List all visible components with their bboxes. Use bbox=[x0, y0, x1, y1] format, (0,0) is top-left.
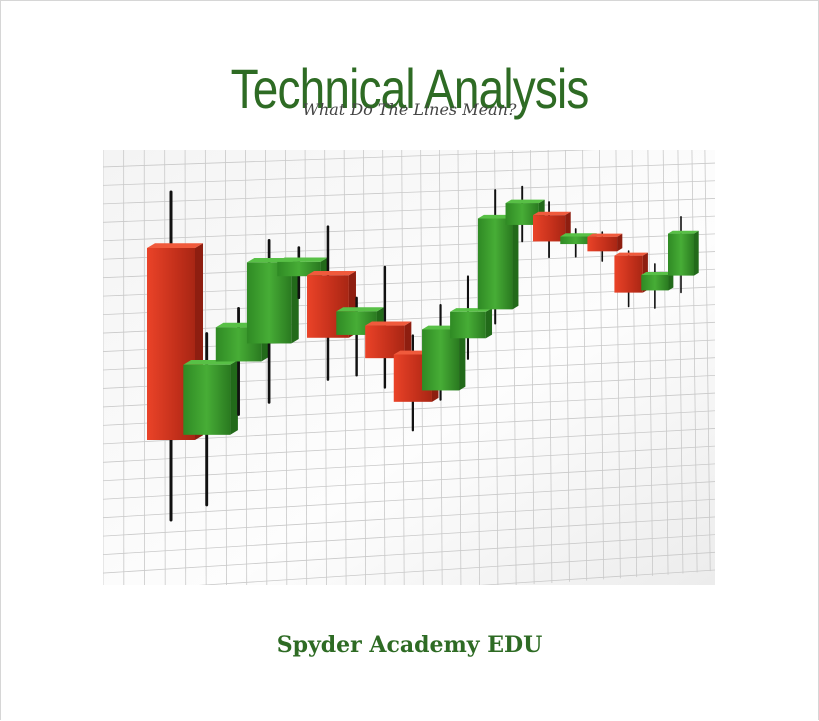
grid-line-horizontal bbox=[103, 516, 715, 556]
grid-line-vertical bbox=[476, 150, 480, 585]
candle-top bbox=[587, 233, 623, 237]
grid-line-horizontal bbox=[103, 286, 715, 316]
grid-line-horizontal bbox=[103, 445, 715, 482]
candle-body-up bbox=[505, 203, 539, 225]
candle-top bbox=[532, 211, 571, 216]
candle-body-up bbox=[560, 236, 592, 245]
candle-side bbox=[668, 272, 674, 291]
grid-line-horizontal bbox=[103, 268, 715, 297]
candle-top bbox=[336, 307, 384, 312]
candle-body-up bbox=[477, 218, 513, 310]
grid-line-vertical bbox=[324, 150, 327, 585]
grid-line-vertical bbox=[304, 150, 308, 585]
candle-top bbox=[147, 243, 203, 248]
grid-line-vertical bbox=[631, 150, 638, 578]
candle-body-up bbox=[277, 261, 321, 277]
page-subtitle: What Do The Lines Mean? bbox=[302, 100, 517, 119]
grid-line-horizontal bbox=[103, 198, 715, 223]
grid-line-vertical bbox=[615, 150, 621, 579]
grid-line-horizontal bbox=[103, 304, 715, 334]
grid-line-vertical bbox=[662, 150, 669, 575]
candle-body-up bbox=[450, 311, 486, 339]
candle-side bbox=[459, 325, 466, 391]
grid-line-vertical bbox=[245, 150, 248, 585]
grid-line-horizontal bbox=[103, 463, 715, 500]
grid-line-vertical bbox=[284, 150, 288, 585]
grid-line-horizontal bbox=[103, 410, 715, 445]
candle-top bbox=[307, 271, 356, 276]
candles bbox=[147, 185, 699, 522]
candle-body-up bbox=[422, 329, 460, 391]
grid-line-horizontal bbox=[103, 428, 715, 463]
grid-line-horizontal bbox=[103, 150, 596, 168]
candle-top bbox=[614, 252, 648, 256]
candle-top bbox=[668, 230, 699, 234]
candle-body-up bbox=[641, 274, 669, 291]
grid-line-vertical bbox=[547, 150, 553, 583]
grid-line-horizontal bbox=[103, 215, 715, 242]
candle-body-down bbox=[614, 255, 643, 293]
grid-line-vertical bbox=[265, 150, 268, 585]
candle-body-down bbox=[532, 215, 566, 242]
candle-body-down bbox=[587, 236, 618, 252]
grid-line-horizontal bbox=[479, 569, 715, 585]
candle-side bbox=[512, 214, 519, 310]
candle-side bbox=[291, 257, 299, 344]
candle-top bbox=[365, 321, 412, 326]
candle-side bbox=[230, 360, 238, 435]
candle-side bbox=[404, 321, 412, 359]
candle-top bbox=[505, 199, 545, 204]
grid-line-vertical bbox=[565, 150, 570, 582]
page-title: Technical Analysis bbox=[230, 56, 590, 120]
grid-line-horizontal bbox=[103, 162, 715, 186]
grid-line-vertical bbox=[599, 150, 605, 580]
candle-side bbox=[485, 308, 493, 339]
grid-line-vertical bbox=[677, 150, 684, 574]
grid-line-vertical bbox=[363, 150, 367, 585]
grid-line-vertical bbox=[512, 150, 517, 585]
candle-side bbox=[617, 233, 623, 252]
grid-line-vertical bbox=[691, 150, 698, 573]
publisher-footer: Spyder Academy EDU bbox=[276, 632, 543, 658]
grid-line-vertical bbox=[704, 150, 711, 572]
candle-top bbox=[641, 272, 674, 275]
grid-line-vertical bbox=[647, 150, 654, 576]
grid-line-horizontal bbox=[103, 498, 715, 537]
grid-line-horizontal bbox=[103, 481, 715, 519]
candle-side bbox=[694, 230, 699, 276]
candlestick-chart-illustration bbox=[103, 150, 715, 585]
grid-line-horizontal bbox=[103, 251, 715, 279]
grid-line-horizontal bbox=[103, 180, 715, 205]
candle-top bbox=[560, 233, 597, 237]
grid-line-vertical bbox=[530, 150, 535, 585]
grid-line-vertical bbox=[343, 150, 347, 585]
candle-body-up bbox=[668, 233, 694, 276]
grid-line-horizontal bbox=[103, 534, 715, 574]
candle-body-up bbox=[183, 364, 231, 435]
grid-line-vertical bbox=[582, 150, 588, 581]
candle-top bbox=[277, 257, 328, 262]
